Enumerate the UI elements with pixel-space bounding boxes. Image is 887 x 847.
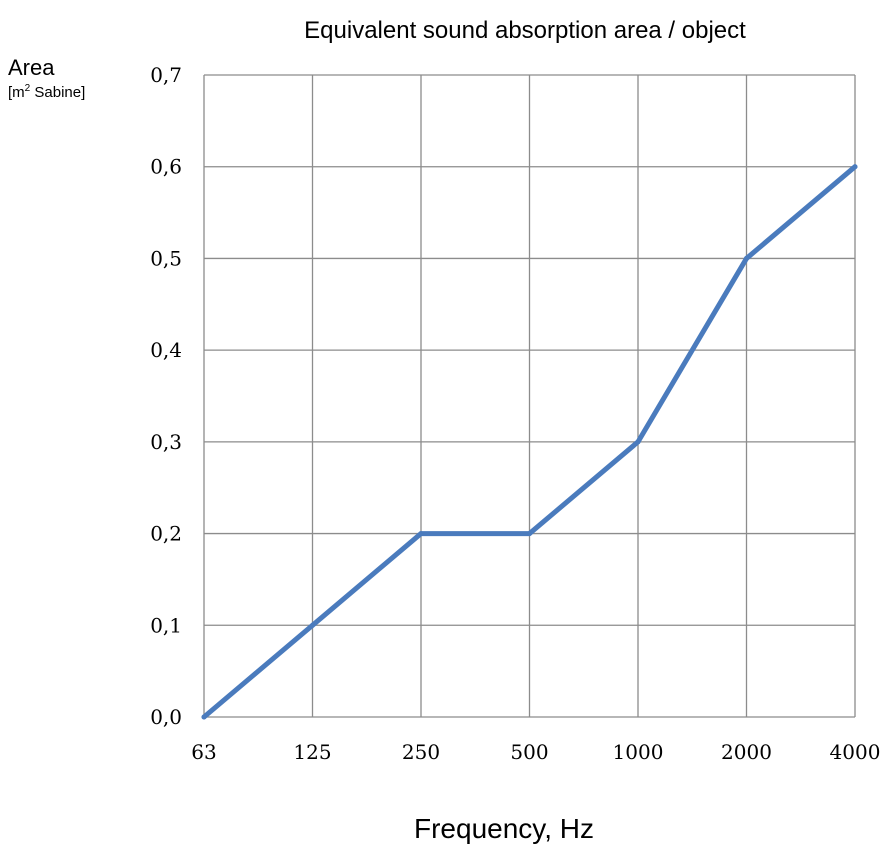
chart-title: Equivalent sound absorption area / objec… (304, 17, 746, 44)
data-point (310, 622, 315, 628)
y-tick-label: 0,7 (150, 63, 182, 87)
data-point (744, 255, 749, 261)
x-tick-label: 2000 (721, 740, 772, 764)
x-tick-label: 500 (510, 740, 548, 764)
series-layer (201, 164, 858, 720)
x-axis-ticks: 63 125 250 500 1000 2000 4000 (191, 740, 880, 764)
y-axis-unit-prefix: [m (8, 84, 25, 101)
x-axis-label: Frequency, Hz (414, 813, 594, 844)
y-tick-label: 0,6 (150, 155, 182, 179)
y-axis-unit-superscript: 2 (25, 83, 31, 94)
data-point (201, 714, 207, 720)
data-point (635, 439, 641, 445)
y-tick-label: 0,3 (150, 430, 182, 454)
y-tick-label: 0,0 (150, 705, 182, 729)
y-axis-label: Area [m2 Sabine] (8, 55, 85, 101)
y-tick-label: 0,4 (150, 338, 182, 362)
data-point (418, 531, 424, 537)
x-tick-label: 63 (191, 740, 216, 764)
x-tick-label: 1000 (613, 740, 664, 764)
x-tick-label: 250 (402, 740, 440, 764)
x-tick-label: 4000 (830, 740, 881, 764)
data-point (852, 164, 858, 170)
data-point (527, 531, 532, 537)
y-axis-label-unit: [m2 Sabine] (8, 83, 85, 101)
x-tick-label: 125 (293, 740, 331, 764)
y-tick-label: 0,2 (150, 522, 182, 546)
y-axis-unit-suffix: Sabine] (30, 84, 85, 101)
y-axis-ticks: 0,0 0,1 0,2 0,3 0,4 0,5 0,6 0,7 (150, 63, 182, 729)
y-axis-label-main: Area (8, 55, 55, 80)
grid (203, 74, 856, 718)
y-tick-label: 0,1 (150, 613, 182, 637)
y-tick-label: 0,5 (150, 246, 182, 270)
